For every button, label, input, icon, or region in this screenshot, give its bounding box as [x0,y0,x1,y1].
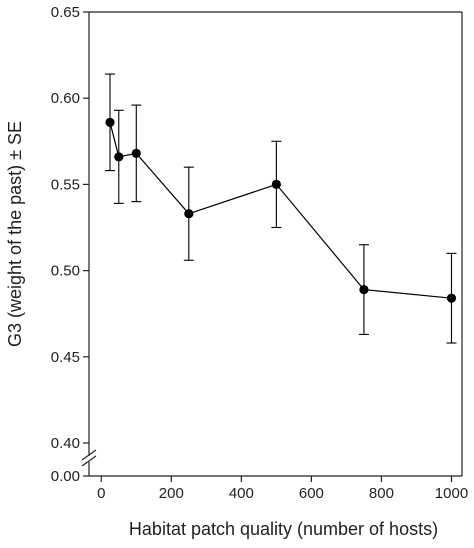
x-tick-label: 800 [369,485,394,502]
data-point [446,293,457,303]
y-tick-label: 0.45 [51,349,80,366]
data-point [359,284,369,295]
data-point [271,179,281,189]
data-point [114,152,124,162]
y-tick-label: 0.40 [51,435,80,452]
y-axis-label: G3 (weight of the past) ± SE [5,121,25,347]
x-tick-label: 0 [97,485,105,502]
data-point [131,148,141,158]
x-tick-label: 400 [229,485,254,502]
x-tick-label: 1000 [435,485,468,502]
y-axis-ticks: 0.40 0.45 0.50 0.55 0.60 0.65 0.00 [51,4,89,485]
data-point [184,209,194,219]
plot-frame [88,11,463,477]
x-tick-label: 200 [159,485,184,502]
y-tick-label: 0.55 [51,176,80,193]
break-mark [81,455,97,467]
y-tick-label: 0.50 [51,263,80,280]
series-layer [105,73,457,344]
y-break-tick-label: 0.00 [51,468,80,485]
break-mark [81,449,97,461]
series-line [109,122,452,299]
x-axis-ticks: 0 200 400 600 800 1000 [97,476,468,502]
data-point [105,117,115,127]
x-axis-label: Habitat patch quality (number of hosts) [129,519,438,539]
y-tick-label: 0.65 [51,4,80,21]
y-tick-label: 0.60 [51,90,80,107]
x-tick-label: 600 [299,485,324,502]
y-axis-break [81,449,97,467]
